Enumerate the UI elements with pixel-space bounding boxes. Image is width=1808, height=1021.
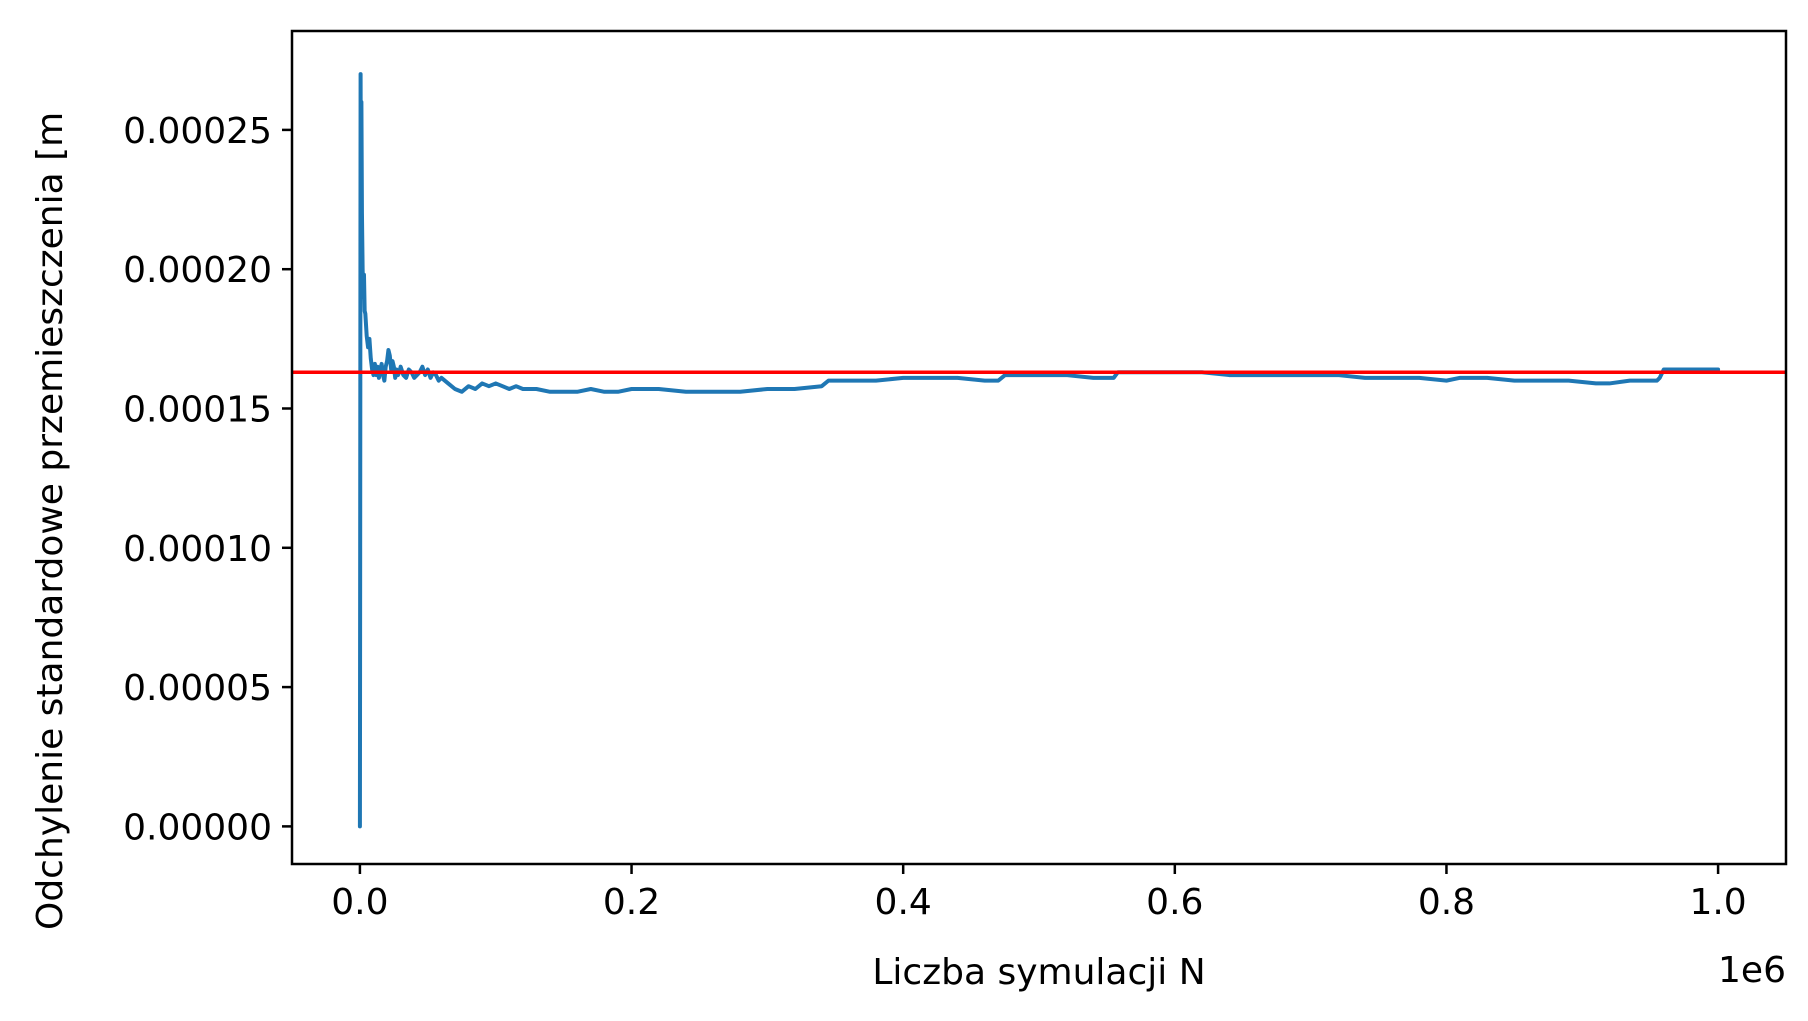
x-tick-label: 0.4 [875, 882, 932, 923]
x-axis-offset-label: 1e6 [1718, 950, 1786, 991]
y-tick-label: 0.00020 [123, 250, 272, 291]
y-tick-label: 0.00025 [123, 111, 272, 152]
x-tick-label: 0.0 [331, 882, 388, 923]
axis-ticks: 0.0 0.2 0.4 0.6 0.8 1.0 0.00000 0.00005 0.00010 0… [123, 111, 1747, 923]
x-tick-label: 0.6 [1146, 882, 1203, 923]
y-tick-label: 0.00000 [123, 807, 272, 848]
y-tick-label: 0.00010 [123, 529, 272, 570]
x-axis-label: Liczba symulacji N [872, 952, 1205, 993]
series-line [357, 72, 1721, 829]
x-tick-label: 0.8 [1418, 882, 1475, 923]
y-tick-label: 0.00015 [123, 389, 272, 430]
x-tick-label: 1.0 [1689, 882, 1746, 923]
plot-area [292, 72, 1786, 829]
y-tick-label: 0.00005 [123, 668, 272, 709]
x-tick-label: 0.2 [603, 882, 660, 923]
axes-frame [290, 29, 1788, 866]
y-axis-label: Odchylenie standardowe przemieszczenia [… [30, 112, 71, 930]
